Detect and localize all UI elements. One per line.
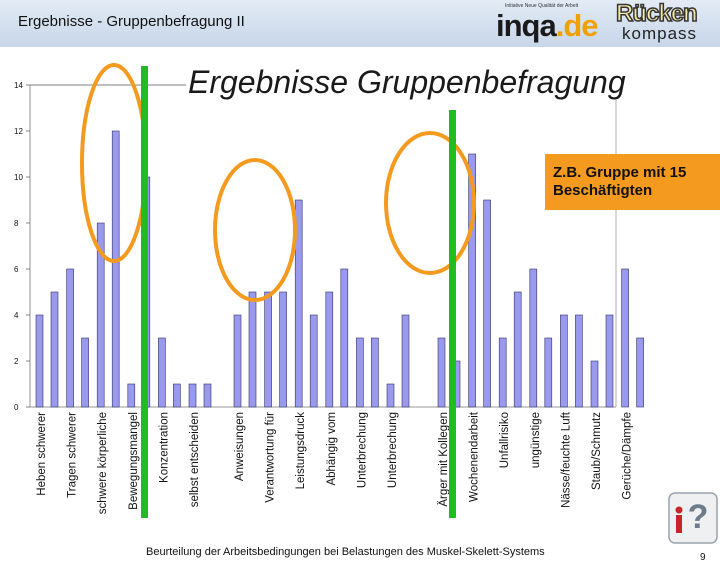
- bar: [309, 314, 318, 408]
- x-tick-label: schwere körperliche: [97, 412, 109, 514]
- bar: [605, 314, 614, 408]
- y-tick-label: 4: [14, 311, 19, 320]
- logo-brand: inqa: [496, 8, 557, 43]
- bar: [248, 291, 257, 408]
- y-tick-label: 8: [14, 219, 19, 228]
- bar: [66, 268, 74, 408]
- bar: [544, 337, 553, 408]
- x-tick-label: Nässe/feuchte Luft: [560, 411, 572, 508]
- bar: [483, 199, 491, 408]
- bar: [468, 153, 476, 408]
- page-number: 9: [700, 552, 706, 563]
- footer-text: Beurteilung der Arbeitsbedingungen bei B…: [146, 546, 545, 558]
- y-tick-label: 10: [14, 173, 23, 182]
- bar: [560, 314, 568, 408]
- bar: [233, 314, 242, 408]
- logo-ruecken-text: Rücken: [615, 0, 698, 28]
- bar: [575, 314, 583, 408]
- bar: [356, 337, 364, 408]
- bar: [340, 268, 349, 408]
- logo-tagline: Initiative Neue Qualität der Arbeit: [505, 3, 579, 9]
- highlight-circle: [384, 131, 476, 275]
- x-tick-label: Bewegungsmangel: [128, 412, 140, 510]
- x-tick-label: Unterbrechung: [356, 412, 368, 488]
- bar: [35, 314, 44, 408]
- y-tick-label: 6: [14, 265, 19, 274]
- x-tick-label: Konzentration: [158, 412, 170, 483]
- bar: [325, 291, 334, 408]
- x-tick-label: Unfallrisiko: [499, 412, 511, 468]
- group-divider-line: [449, 110, 456, 518]
- x-tick-label: Wochenendarbeit: [469, 411, 481, 502]
- bar: [529, 268, 538, 408]
- bar: [173, 383, 181, 408]
- bar: [386, 383, 395, 408]
- y-tick-label: 14: [14, 81, 23, 90]
- group-divider-line: [141, 66, 148, 518]
- bar: [50, 291, 59, 408]
- bar: [621, 268, 629, 408]
- bar: [279, 291, 287, 408]
- inqa-logo-text: inqa.de: [496, 8, 599, 44]
- help-icon[interactable]: ?: [668, 492, 718, 544]
- bar: [498, 337, 507, 408]
- bar: [81, 337, 89, 408]
- window-title: Ergebnisse - Gruppenbefragung II: [18, 13, 245, 30]
- bar: [111, 130, 120, 408]
- x-tick-label: Unterbrechung: [387, 412, 399, 488]
- x-tick-label: Tragen schwerer: [67, 412, 79, 498]
- x-tick-label: Ärger mit Kollegen: [438, 412, 450, 507]
- bar: [513, 291, 522, 408]
- bar: [294, 199, 303, 408]
- svg-text:?: ?: [688, 498, 709, 536]
- slide-title: Ergebnisse Gruppenbefragung: [188, 64, 626, 100]
- y-tick-label: 12: [14, 127, 23, 136]
- bar: [127, 383, 136, 408]
- x-tick-label: Anweisungen: [234, 412, 246, 481]
- x-tick-label: Verantwortung für: [265, 412, 277, 503]
- bar: [188, 383, 197, 408]
- bar: [203, 383, 212, 408]
- bar: [371, 337, 379, 408]
- bar: [590, 360, 599, 408]
- callout-text: Z.B. Gruppe mit 15 Beschäftigten: [553, 164, 687, 199]
- bar: [636, 337, 644, 408]
- highlight-circle: [213, 158, 297, 302]
- header-bar: Ergebnisse - Gruppenbefragung II Initiat…: [0, 0, 720, 47]
- x-tick-label: ungünstige: [530, 412, 542, 468]
- x-tick-label: Heben schwerer: [36, 412, 48, 496]
- x-tick-label: selbst entscheiden: [189, 412, 201, 507]
- x-tick-label: Abhängig vom: [326, 412, 338, 486]
- bar: [264, 291, 272, 408]
- bar: [96, 222, 105, 408]
- bar: [158, 337, 166, 408]
- group-size-callout: Z.B. Gruppe mit 15 Beschäftigten: [545, 154, 720, 210]
- bar: [401, 314, 410, 408]
- bar: [437, 337, 446, 408]
- logo-kompass-text: kompass: [622, 24, 698, 43]
- logo-brand-suffix: .de: [555, 8, 599, 43]
- y-tick-label: 0: [14, 403, 19, 412]
- x-tick-label: Gerüche/Dämpfe: [622, 412, 634, 500]
- x-tick-label: Leistungsdruck: [295, 412, 307, 490]
- y-tick-label: 2: [14, 357, 19, 366]
- x-tick-label: Staub/Schmutz: [591, 412, 603, 490]
